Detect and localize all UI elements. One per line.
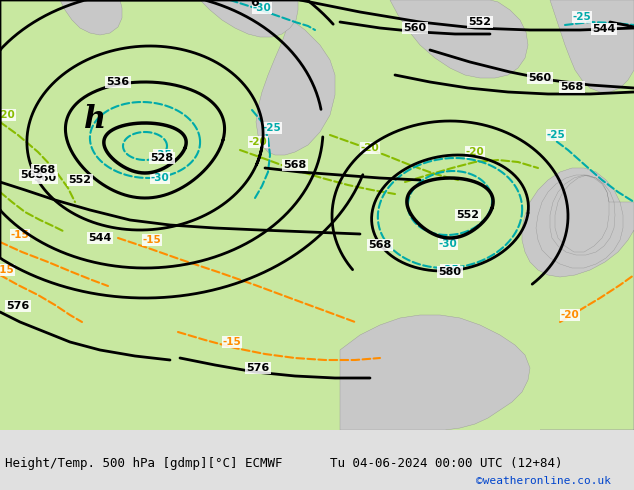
Text: 528: 528 [150, 153, 174, 163]
Text: 552: 552 [456, 210, 479, 220]
Text: 544: 544 [88, 233, 112, 243]
Text: 568: 568 [368, 240, 392, 250]
Text: Tu 04-06-2024 00:00 UTC (12+84): Tu 04-06-2024 00:00 UTC (12+84) [330, 457, 562, 469]
Text: -25: -25 [547, 130, 566, 140]
Polygon shape [522, 168, 634, 430]
Text: 576: 576 [247, 363, 269, 373]
Text: 568: 568 [560, 82, 583, 92]
Text: 568: 568 [32, 165, 55, 175]
Text: 560: 560 [403, 23, 427, 33]
Text: -15: -15 [0, 265, 15, 275]
Text: 560: 560 [34, 173, 56, 183]
Text: 536: 536 [107, 77, 129, 87]
Text: -30: -30 [439, 239, 457, 249]
Text: -20: -20 [361, 143, 379, 153]
Text: 552: 552 [469, 17, 491, 27]
Text: 6: 6 [250, 0, 259, 9]
Text: -25: -25 [262, 123, 281, 133]
Text: -15: -15 [11, 230, 29, 240]
Text: ©weatheronline.co.uk: ©weatheronline.co.uk [476, 476, 611, 486]
Polygon shape [390, 0, 528, 78]
Polygon shape [200, 0, 298, 37]
Polygon shape [550, 0, 634, 92]
Text: -20: -20 [560, 310, 579, 320]
Text: -30: -30 [252, 3, 271, 13]
Text: Height/Temp. 500 hPa [gdmp][°C] ECMWF: Height/Temp. 500 hPa [gdmp][°C] ECMWF [5, 457, 283, 469]
Text: -20: -20 [0, 110, 15, 120]
Text: -20: -20 [249, 137, 268, 147]
Text: 576: 576 [6, 301, 30, 311]
Text: -25: -25 [441, 265, 460, 275]
Text: 568: 568 [20, 170, 44, 180]
Text: 560: 560 [528, 73, 552, 83]
Text: 552: 552 [68, 175, 91, 185]
Text: -25: -25 [573, 12, 592, 22]
Polygon shape [256, 0, 335, 155]
Text: h: h [84, 104, 106, 136]
Text: -15: -15 [223, 337, 242, 347]
Text: 580: 580 [439, 267, 462, 277]
Polygon shape [340, 315, 530, 430]
Text: -15: -15 [143, 235, 162, 245]
Text: -30: -30 [151, 173, 169, 183]
Text: -35: -35 [153, 150, 172, 160]
Polygon shape [60, 0, 122, 35]
Polygon shape [0, 0, 634, 430]
Text: 568: 568 [283, 160, 307, 170]
Text: -20: -20 [465, 147, 484, 157]
Text: 544: 544 [592, 24, 616, 34]
